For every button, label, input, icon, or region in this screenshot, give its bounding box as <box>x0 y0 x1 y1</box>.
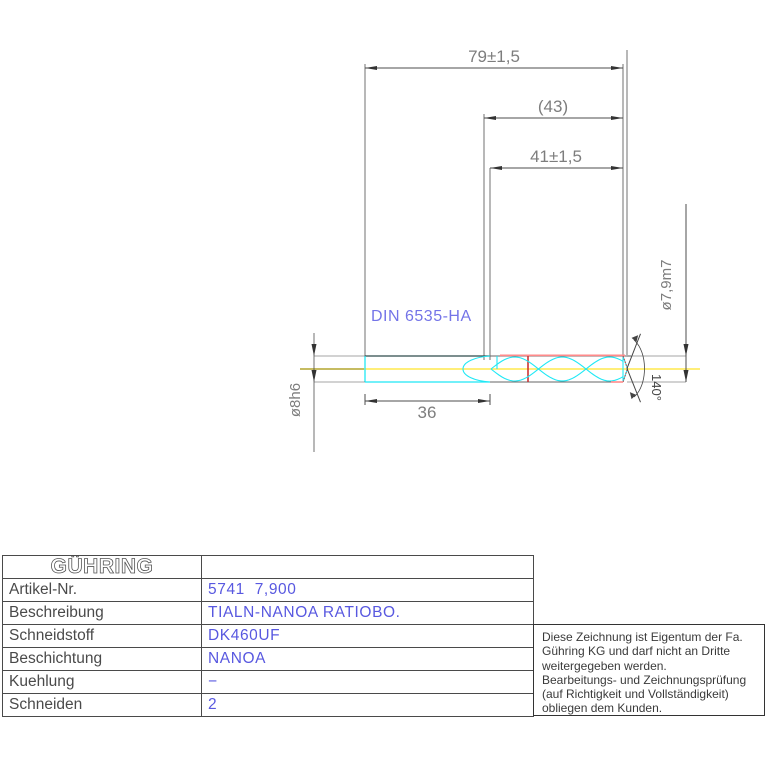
svg-text:36: 36 <box>418 403 437 422</box>
svg-text:79±1,5: 79±1,5 <box>468 47 520 66</box>
svg-text:ø8h6: ø8h6 <box>287 383 304 417</box>
svg-text:ø7,9m7: ø7,9m7 <box>658 260 675 311</box>
svg-text:140°: 140° <box>649 374 664 401</box>
svg-text:(43): (43) <box>538 97 568 116</box>
svg-text:DIN 6535-HA: DIN 6535-HA <box>371 308 472 325</box>
svg-text:41±1,5: 41±1,5 <box>530 147 582 166</box>
